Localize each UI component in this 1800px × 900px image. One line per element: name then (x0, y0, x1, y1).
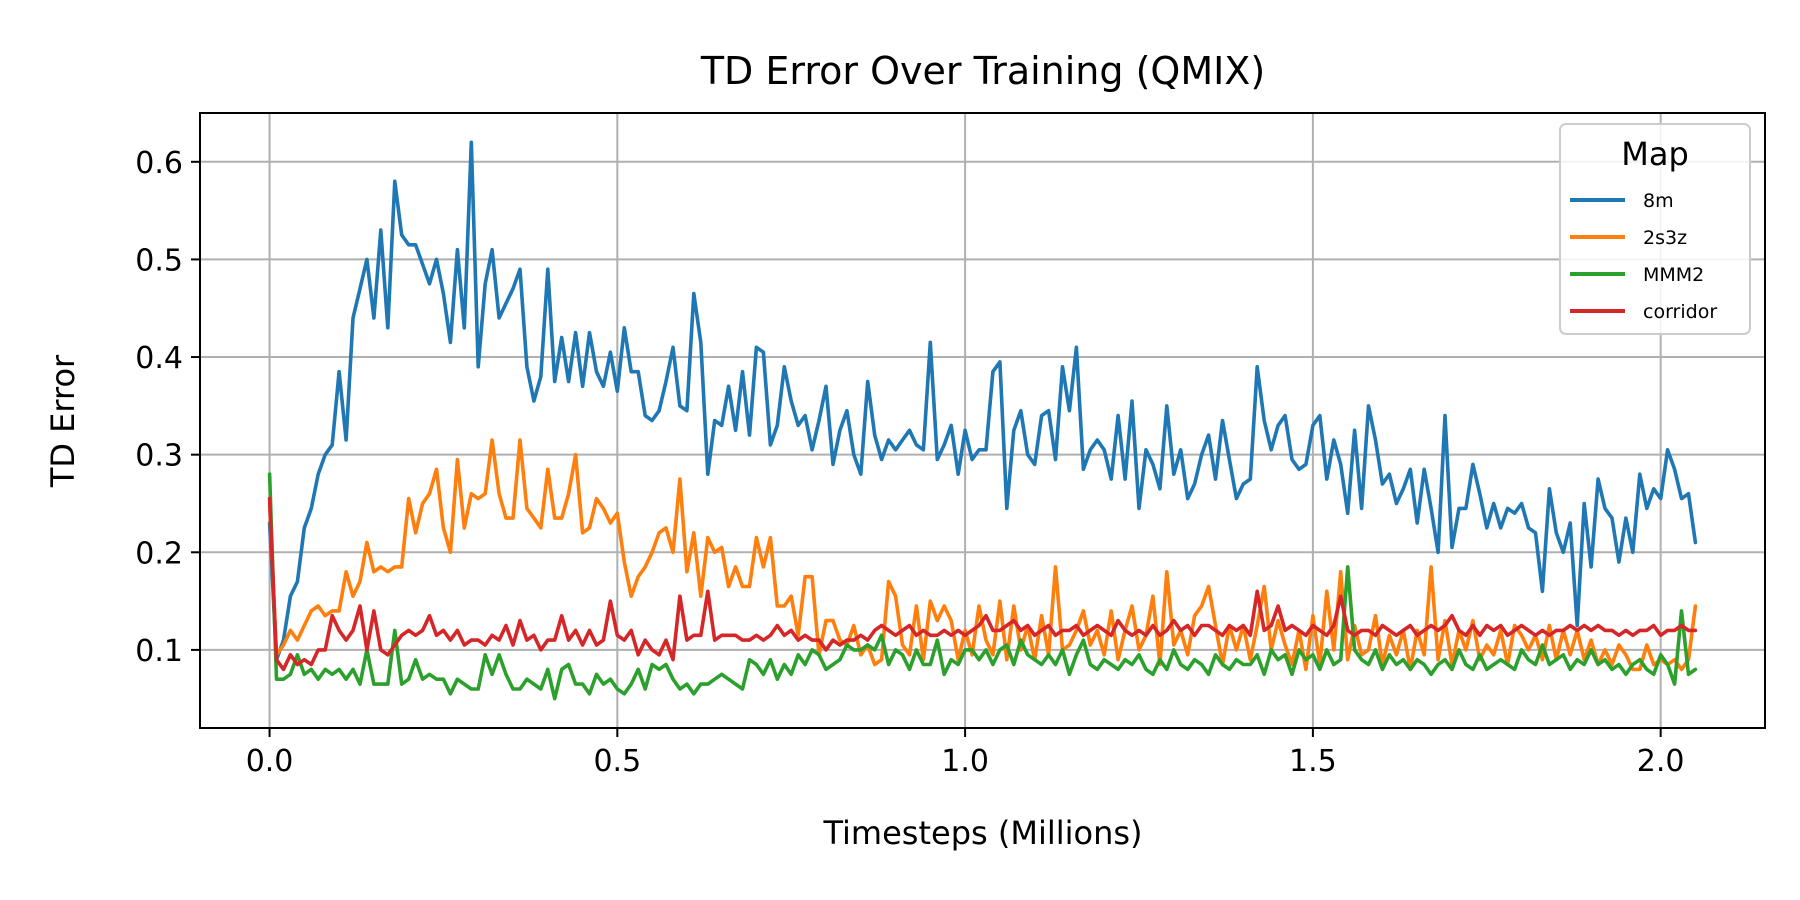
legend-entries: 8m 2s3z MMM2 corridor (1570, 190, 1717, 323)
legend-label-mmm2: MMM2 (1643, 264, 1704, 286)
y-tick-label: 0.2 (135, 536, 183, 571)
y-axis-title: TD Error (44, 354, 82, 488)
legend-box (1559, 123, 1751, 335)
chart-title: TD Error Over Training (QMIX) (700, 49, 1265, 93)
grid-layer (200, 113, 1765, 728)
y-tick-label: 0.3 (135, 439, 183, 474)
x-tick-label: 0.5 (593, 744, 641, 779)
legend: Map 8m 2s3z MMM2 corridor (1559, 123, 1751, 335)
x-tick-label: 1.0 (941, 744, 989, 779)
series-line-8m (267, 140, 1698, 662)
legend-title: Map (1621, 135, 1689, 173)
y-tick-label: 0.5 (135, 243, 183, 278)
series-line-mmm2 (267, 472, 1698, 701)
x-tick-label: 2.0 (1637, 744, 1685, 779)
legend-label-8m: 8m (1643, 190, 1674, 212)
tick-layer: 0.0 0.5 1.0 1.5 2.0 0.1 0.2 0.3 0.4 0.5 0.6 (135, 146, 1684, 779)
plot-frame (199, 112, 1766, 729)
series-line-corridor (267, 496, 1698, 672)
y-tick-label: 0.6 (135, 146, 183, 181)
x-axis-title: Timesteps (Millions) (822, 814, 1142, 852)
y-tick-label: 0.1 (135, 634, 183, 669)
y-tick-label: 0.4 (135, 341, 183, 376)
legend-label-2s3z: 2s3z (1643, 227, 1687, 249)
x-tick-label: 0.0 (246, 744, 294, 779)
series-layer (267, 140, 1698, 701)
legend-label-corridor: corridor (1643, 301, 1717, 323)
x-tick-label: 1.5 (1289, 744, 1337, 779)
